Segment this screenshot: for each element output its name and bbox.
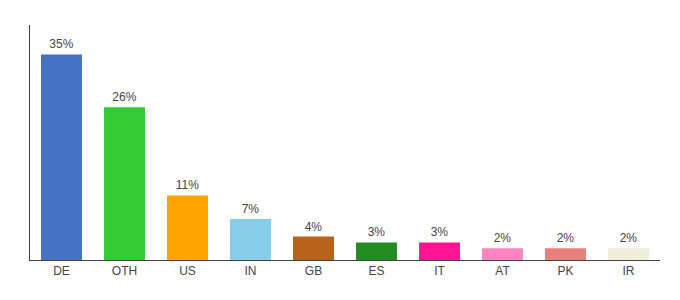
- svg-text:2%: 2%: [620, 231, 638, 245]
- svg-text:ES: ES: [368, 264, 384, 278]
- svg-text:11%: 11%: [176, 178, 199, 192]
- svg-text:OTH: OTH: [112, 264, 137, 278]
- svg-text:3%: 3%: [431, 225, 449, 239]
- svg-text:4%: 4%: [305, 220, 323, 234]
- svg-text:DE: DE: [53, 264, 70, 278]
- svg-text:2%: 2%: [557, 231, 575, 245]
- svg-text:26%: 26%: [112, 90, 136, 104]
- svg-text:2%: 2%: [494, 231, 512, 245]
- svg-text:US: US: [179, 264, 196, 278]
- svg-text:35%: 35%: [49, 37, 73, 51]
- svg-text:IT: IT: [434, 264, 445, 278]
- svg-text:PK: PK: [557, 264, 573, 278]
- svg-text:IN: IN: [245, 264, 257, 278]
- svg-text:GB: GB: [305, 264, 322, 278]
- svg-text:AT: AT: [495, 264, 510, 278]
- svg-text:3%: 3%: [368, 225, 386, 239]
- svg-text:IR: IR: [623, 264, 635, 278]
- svg-text:7%: 7%: [242, 202, 260, 216]
